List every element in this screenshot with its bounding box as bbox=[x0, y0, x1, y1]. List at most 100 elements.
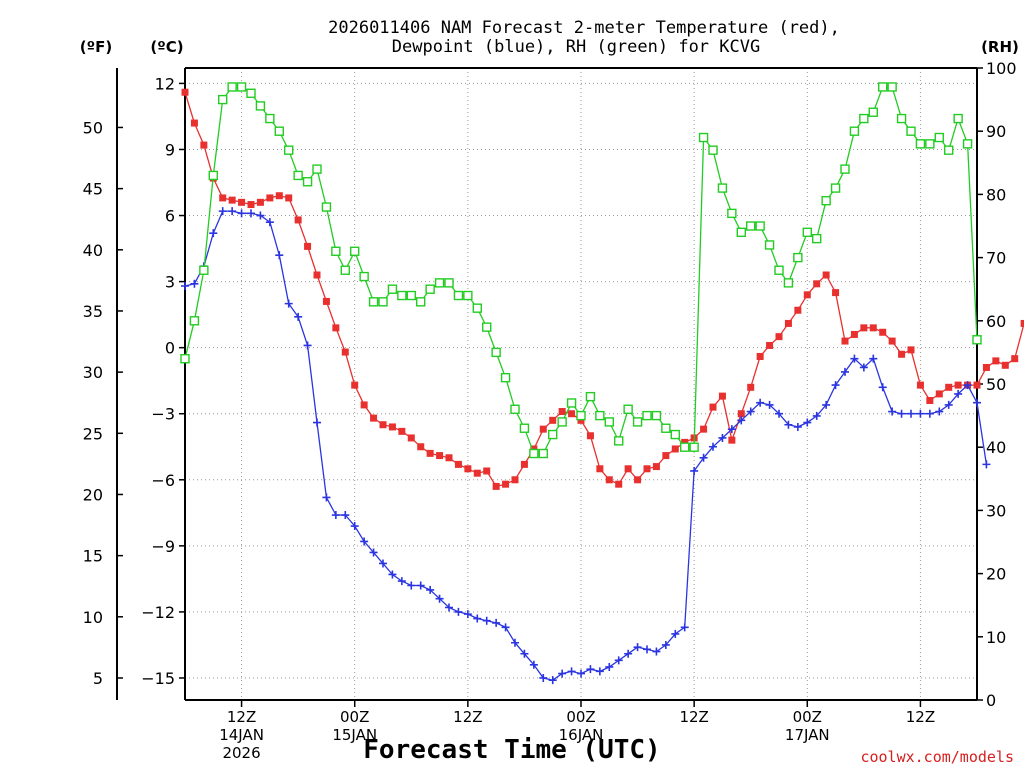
temperature-point bbox=[652, 463, 660, 471]
dewpoint-point bbox=[445, 603, 453, 612]
temperature-point bbox=[718, 392, 726, 400]
rh-point bbox=[604, 417, 614, 427]
rh-point bbox=[849, 126, 860, 136]
rh-tick-label: 0 bbox=[986, 691, 996, 710]
dewpoint-point bbox=[822, 400, 831, 409]
dewpoint-point bbox=[247, 209, 255, 218]
dewpoint-point bbox=[341, 511, 350, 520]
temperature-point bbox=[634, 476, 642, 484]
fahrenheit-tick-label: 20 bbox=[83, 485, 103, 504]
temperature-point bbox=[417, 443, 425, 451]
dewpoint-point bbox=[878, 383, 887, 392]
rh-point bbox=[293, 170, 303, 181]
rh-point bbox=[868, 107, 878, 117]
dewpoint-point bbox=[850, 354, 859, 363]
dewpoint-point bbox=[803, 418, 812, 427]
rh-point bbox=[944, 145, 954, 155]
temperature-point bbox=[304, 242, 312, 250]
rh-point bbox=[830, 183, 841, 193]
temperature-point bbox=[1001, 361, 1009, 369]
temperature-point bbox=[228, 196, 236, 204]
rh-point bbox=[651, 410, 662, 421]
rh-tick-label: 60 bbox=[986, 312, 1006, 331]
temperature-point bbox=[219, 194, 227, 202]
rh-point bbox=[717, 183, 728, 193]
rh-point bbox=[925, 139, 935, 149]
rh-point bbox=[821, 196, 831, 206]
dewpoint-point bbox=[897, 409, 906, 418]
celsius-tick-label: 6 bbox=[165, 207, 175, 226]
rh-point bbox=[302, 177, 313, 187]
rh-point bbox=[576, 410, 586, 421]
x-tick-label: 12Z bbox=[227, 708, 256, 726]
fahrenheit-tick-label: 10 bbox=[83, 608, 103, 627]
rh-point bbox=[189, 316, 200, 326]
temperature-point bbox=[256, 198, 264, 206]
dewpoint-point bbox=[586, 665, 595, 674]
x-tick-label: 2026 bbox=[222, 744, 260, 762]
rh-point bbox=[680, 442, 690, 452]
rh-point bbox=[896, 113, 907, 124]
dewpoint-point bbox=[775, 409, 783, 418]
dewpoint-point bbox=[869, 354, 878, 363]
temperature-point bbox=[794, 306, 802, 314]
dewpoint-point bbox=[652, 647, 661, 656]
temperature-point bbox=[313, 271, 321, 279]
temperature-point bbox=[294, 216, 302, 224]
rh-point bbox=[632, 417, 643, 427]
dewpoint-point bbox=[727, 425, 736, 434]
rh-point bbox=[548, 429, 558, 440]
temperature-point bbox=[850, 330, 858, 338]
temperature-point bbox=[992, 357, 1000, 365]
temperature-point bbox=[379, 421, 387, 429]
dewpoint-point bbox=[973, 398, 981, 407]
rh-point bbox=[614, 436, 624, 446]
tick-labels: 129630−3−6−9−12−155045403530252015105100… bbox=[83, 59, 1017, 762]
temperature-point bbox=[841, 337, 849, 345]
dewpoint-point bbox=[746, 407, 755, 416]
rh-point bbox=[519, 423, 530, 433]
series-rh bbox=[180, 82, 982, 459]
dewpoint-point bbox=[935, 407, 944, 416]
dewpoint-point bbox=[624, 649, 633, 658]
dewpoint-point bbox=[954, 389, 963, 398]
temperature-point bbox=[700, 425, 708, 433]
temperature-point bbox=[266, 194, 274, 202]
dewpoint-point bbox=[699, 453, 708, 462]
dewpoint-point bbox=[237, 209, 246, 218]
rh-point bbox=[670, 429, 680, 440]
dewpoint-point bbox=[690, 466, 699, 475]
celsius-tick-label: −15 bbox=[141, 669, 175, 688]
dewpoint-point bbox=[435, 594, 444, 603]
celsius-tick-label: −3 bbox=[151, 405, 175, 424]
rh-tick-label: 90 bbox=[986, 122, 1006, 141]
temperature-point bbox=[945, 383, 953, 391]
celsius-tick-label: 12 bbox=[155, 74, 175, 93]
temperature-point bbox=[332, 324, 340, 332]
rh-point bbox=[387, 284, 398, 294]
dewpoint-point bbox=[294, 312, 303, 321]
rh-point bbox=[802, 227, 812, 238]
rh-tick-label: 20 bbox=[986, 565, 1006, 584]
dewpoint-point bbox=[501, 623, 510, 632]
rh-point bbox=[444, 278, 454, 288]
rh-point bbox=[227, 82, 237, 92]
fahrenheit-unit-label: (ºF) bbox=[80, 38, 112, 56]
temperature-point bbox=[813, 280, 821, 288]
dewpoint-line bbox=[184, 210, 988, 681]
rh-point bbox=[491, 347, 501, 358]
rh-point bbox=[887, 82, 897, 92]
x-tick-label: 17JAN bbox=[785, 726, 830, 744]
dewpoint-point bbox=[859, 363, 868, 372]
dewpoint-point bbox=[473, 614, 482, 623]
x-tick-label: 00Z bbox=[793, 708, 822, 726]
dewpoint-point bbox=[567, 667, 576, 676]
rh-point bbox=[878, 82, 888, 92]
rh-point bbox=[585, 391, 596, 402]
dewpoint-point bbox=[181, 282, 189, 291]
dewpoint-point bbox=[963, 381, 972, 390]
rh-tick-label: 40 bbox=[986, 438, 1006, 457]
celsius-tick-label: 0 bbox=[165, 339, 175, 358]
temperature-point bbox=[539, 425, 547, 433]
